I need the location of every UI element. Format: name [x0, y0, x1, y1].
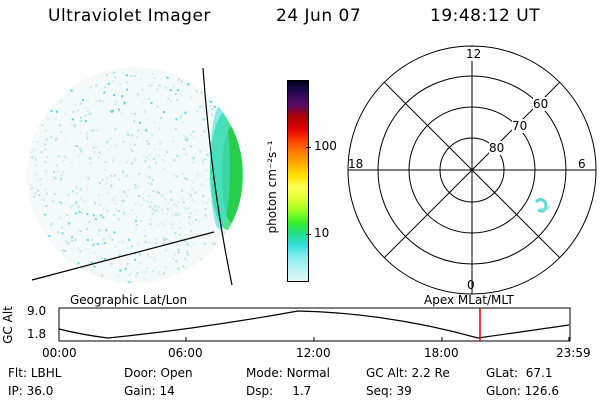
polar-label-right: 6	[578, 157, 586, 171]
timeline-plot	[58, 307, 571, 342]
info-mode-value: Normal	[286, 366, 330, 380]
timeline-right-title: Apex MLat/MLT	[424, 293, 514, 307]
info-dsp-label: Dsp:	[246, 384, 274, 398]
info-ip-value: 36.0	[26, 384, 54, 398]
timeline-xtick-4: 23:59	[556, 346, 591, 360]
info-glat: GLat: 67.1	[486, 366, 552, 380]
colorbar-unit-label: photon cm⁻²s⁻¹	[265, 140, 279, 234]
date-label: 24 Jun 07	[276, 6, 362, 26]
polar-lat-label-60: 60	[533, 97, 549, 111]
info-seq-label: Seq:	[366, 384, 393, 398]
colorbar	[287, 80, 309, 282]
info-dsp-value: 1.7	[292, 384, 312, 398]
colorbar-tick-100	[306, 147, 311, 148]
info-seq-value: 39	[396, 384, 412, 398]
info-gcalt: GC Alt: 2.2 Re	[366, 366, 450, 380]
info-glon-value: 126.6	[524, 384, 559, 398]
timeline-left-title: Geographic Lat/Lon	[70, 293, 188, 307]
info-flt: Flt: LBHL	[8, 366, 61, 380]
colorbar-tick-10	[306, 234, 311, 235]
info-glat-value: 67.1	[525, 366, 553, 380]
info-flt-value: LBHL	[30, 366, 62, 380]
polar-label-left: 18	[348, 157, 364, 171]
altitude-curve	[58, 310, 570, 339]
colorbar-label-100: 100	[314, 139, 337, 153]
info-mode: Mode: Normal	[246, 366, 330, 380]
instrument-title: Ultraviolet Imager	[48, 6, 211, 26]
polar-lat-label-70: 70	[512, 119, 528, 133]
timeline-xtick-1: 06:00	[168, 346, 203, 360]
info-ip: IP: 36.0	[8, 384, 53, 398]
timeline-xtick-0: 00:00	[42, 346, 77, 360]
colorbar-label-10: 10	[314, 226, 330, 240]
terminator-line	[202, 67, 233, 286]
horizon-line	[31, 231, 215, 281]
polar-lat-label-80: 80	[489, 141, 505, 155]
info-door: Door: Open	[124, 366, 193, 380]
timeline-xtick-3: 18:00	[424, 346, 459, 360]
polar-label-bottom: 0	[467, 278, 475, 292]
earth-disk	[27, 67, 243, 283]
info-glon: GLon: 126.6	[486, 384, 559, 398]
polar-aurora-spot	[534, 197, 548, 213]
info-ip-label: IP:	[8, 384, 23, 398]
info-dsp: Dsp: 1.7	[246, 384, 311, 398]
info-gcalt-label: GC Alt:	[366, 366, 408, 380]
info-glon-label: GLon:	[486, 384, 521, 398]
info-mode-label: Mode:	[246, 366, 283, 380]
timeline-axis-label: GC Alt	[1, 306, 15, 344]
polar-plot	[347, 45, 597, 295]
info-gain-label: Gain:	[124, 384, 156, 398]
info-door-value: Open	[160, 366, 193, 380]
info-gain: Gain: 14	[124, 384, 175, 398]
earth-image	[27, 67, 243, 286]
timeline-ymin-label: 1.8	[27, 327, 47, 341]
info-glat-label: GLat:	[486, 366, 519, 380]
info-flt-label: Flt:	[8, 366, 27, 380]
time-label: 19:48:12 UT	[430, 6, 541, 26]
polar-diagonal-2	[383, 81, 561, 259]
timeline-ymax-label: 9.0	[27, 304, 47, 318]
timeline-xtick-2: 12:00	[296, 346, 331, 360]
polar-label-top: 12	[466, 47, 482, 61]
info-door-label: Door:	[124, 366, 157, 380]
info-seq: Seq: 39	[366, 384, 412, 398]
info-gain-value: 14	[159, 384, 175, 398]
info-gcalt-value: 2.2 Re	[411, 366, 450, 380]
